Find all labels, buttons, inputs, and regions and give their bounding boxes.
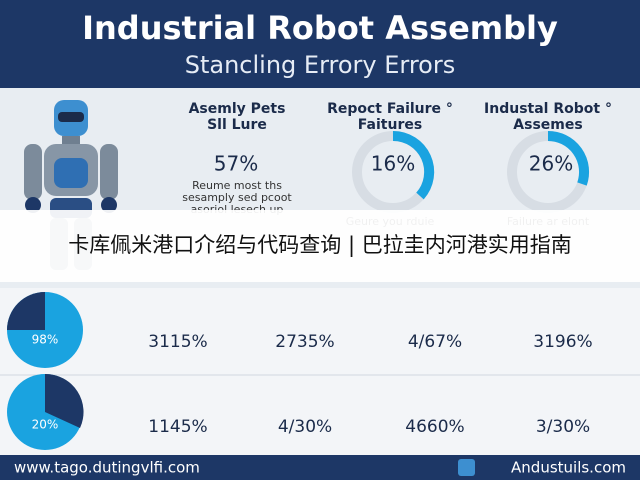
column-heading: Assemes: [513, 117, 582, 133]
footer-right: Andustuils.com: [511, 459, 626, 477]
table-cell: 4/30%: [278, 417, 332, 437]
pie-slice: [45, 373, 84, 428]
column-heading: Repoct Failure °: [327, 101, 453, 117]
column-heading: Asemly Pets: [189, 101, 286, 117]
donut-arc: [547, 130, 589, 186]
subtitle: Stancling Errory Errors: [185, 51, 456, 79]
column-heading: Faitures: [358, 117, 422, 133]
pie-label: 98%: [32, 333, 59, 347]
table-cell: 4660%: [405, 417, 464, 437]
banner-band: [0, 210, 640, 282]
column-value: 16%: [371, 152, 415, 176]
banner-text: 卡库佩米港口介绍与代码查询 | 巴拉圭内河港实用指南: [68, 233, 571, 258]
footer-left: www.tago.dutingvlfi.com: [14, 459, 200, 477]
donut-arc: [392, 130, 435, 200]
pie-label: 20%: [32, 418, 59, 432]
table-cell: 3/30%: [536, 417, 590, 437]
table-cell: 3196%: [533, 332, 592, 352]
column-value: 57%: [214, 152, 258, 176]
column-text: Reume most ths: [192, 179, 282, 192]
table-cell: 2735%: [275, 332, 334, 352]
table-cell: 4/67%: [408, 332, 462, 352]
header-band: [0, 0, 640, 88]
table-cell: 1145%: [148, 417, 207, 437]
footer-band: [0, 455, 640, 480]
table-cell: 3115%: [148, 332, 207, 352]
pie-slice: [7, 292, 45, 330]
column-heading: Industal Robot °: [484, 101, 612, 117]
column-text: sesamply sed pcoot: [182, 191, 292, 204]
title: Industrial Robot Assembly: [82, 9, 558, 47]
table-band: [0, 288, 640, 455]
column-value: 26%: [529, 152, 573, 176]
column-heading: Sll Lure: [207, 117, 267, 133]
footer-icon: [458, 459, 475, 476]
